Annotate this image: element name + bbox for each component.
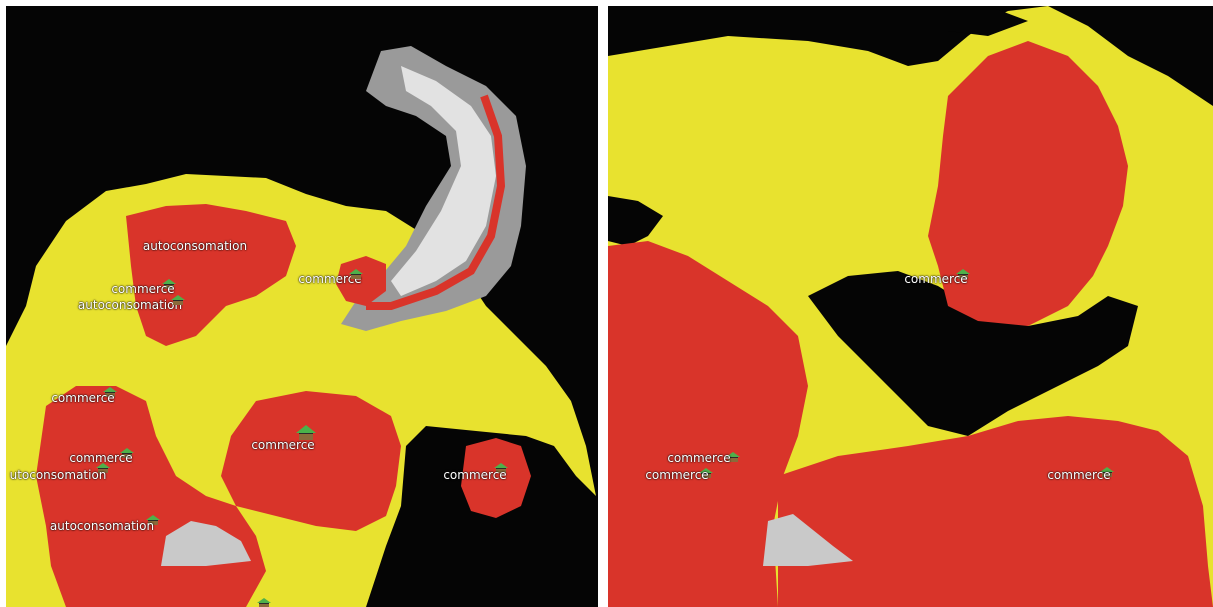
house-icon[interactable] <box>96 463 110 473</box>
dense-cluster-small <box>336 256 386 306</box>
map-label: autoconsomation <box>49 519 155 533</box>
map-label: autoconsomation <box>142 239 248 253</box>
map-label: commerce <box>298 272 362 286</box>
map-label: commerce <box>667 451 731 465</box>
house-icon[interactable] <box>349 269 363 279</box>
map-label: commerce <box>443 468 507 482</box>
dense-cluster-center <box>221 391 401 531</box>
house-icon[interactable] <box>956 269 970 279</box>
house-icon[interactable] <box>103 387 117 397</box>
dense-strip <box>366 94 506 310</box>
dense-cluster-west <box>608 241 808 607</box>
map-label: commerce <box>904 272 968 286</box>
house-icon[interactable] <box>699 468 713 478</box>
map-label: commerce <box>1047 468 1111 482</box>
relief-highlight <box>391 66 496 296</box>
right-terrain <box>608 6 1213 607</box>
black-gap-nw <box>608 196 663 246</box>
house-icon[interactable] <box>120 448 134 458</box>
house-icon[interactable] <box>146 515 160 525</box>
map-label: commerce <box>111 282 175 296</box>
house-icon[interactable] <box>296 425 316 441</box>
relief-small <box>161 521 251 566</box>
dense-cluster-south <box>778 416 1213 607</box>
house-icon[interactable] <box>257 598 271 607</box>
map-label: utoconsomation <box>9 468 107 482</box>
relief-small <box>763 514 853 566</box>
house-icon[interactable] <box>494 463 508 473</box>
house-icon[interactable] <box>162 279 176 289</box>
map-label: commerce <box>51 391 115 405</box>
left-terrain <box>6 46 596 607</box>
house-icon[interactable] <box>726 452 740 462</box>
right-map-panel: commerce commerce commerce commerce <box>608 6 1213 607</box>
dense-cluster-ne <box>928 41 1128 326</box>
dense-cluster-nw <box>126 204 296 346</box>
dense-cluster-east <box>461 438 531 518</box>
map-label: commerce <box>69 451 133 465</box>
map-label: commerce <box>645 468 709 482</box>
map-label: autoconsomation <box>77 298 183 312</box>
left-map-panel: autoconsomation commerce commerce autoco… <box>6 6 598 607</box>
house-icon[interactable] <box>171 295 185 305</box>
black-gap-top <box>948 6 1028 36</box>
map-label: commerce <box>251 438 315 452</box>
black-gap-center <box>808 271 1138 436</box>
house-icon[interactable] <box>1100 467 1114 477</box>
